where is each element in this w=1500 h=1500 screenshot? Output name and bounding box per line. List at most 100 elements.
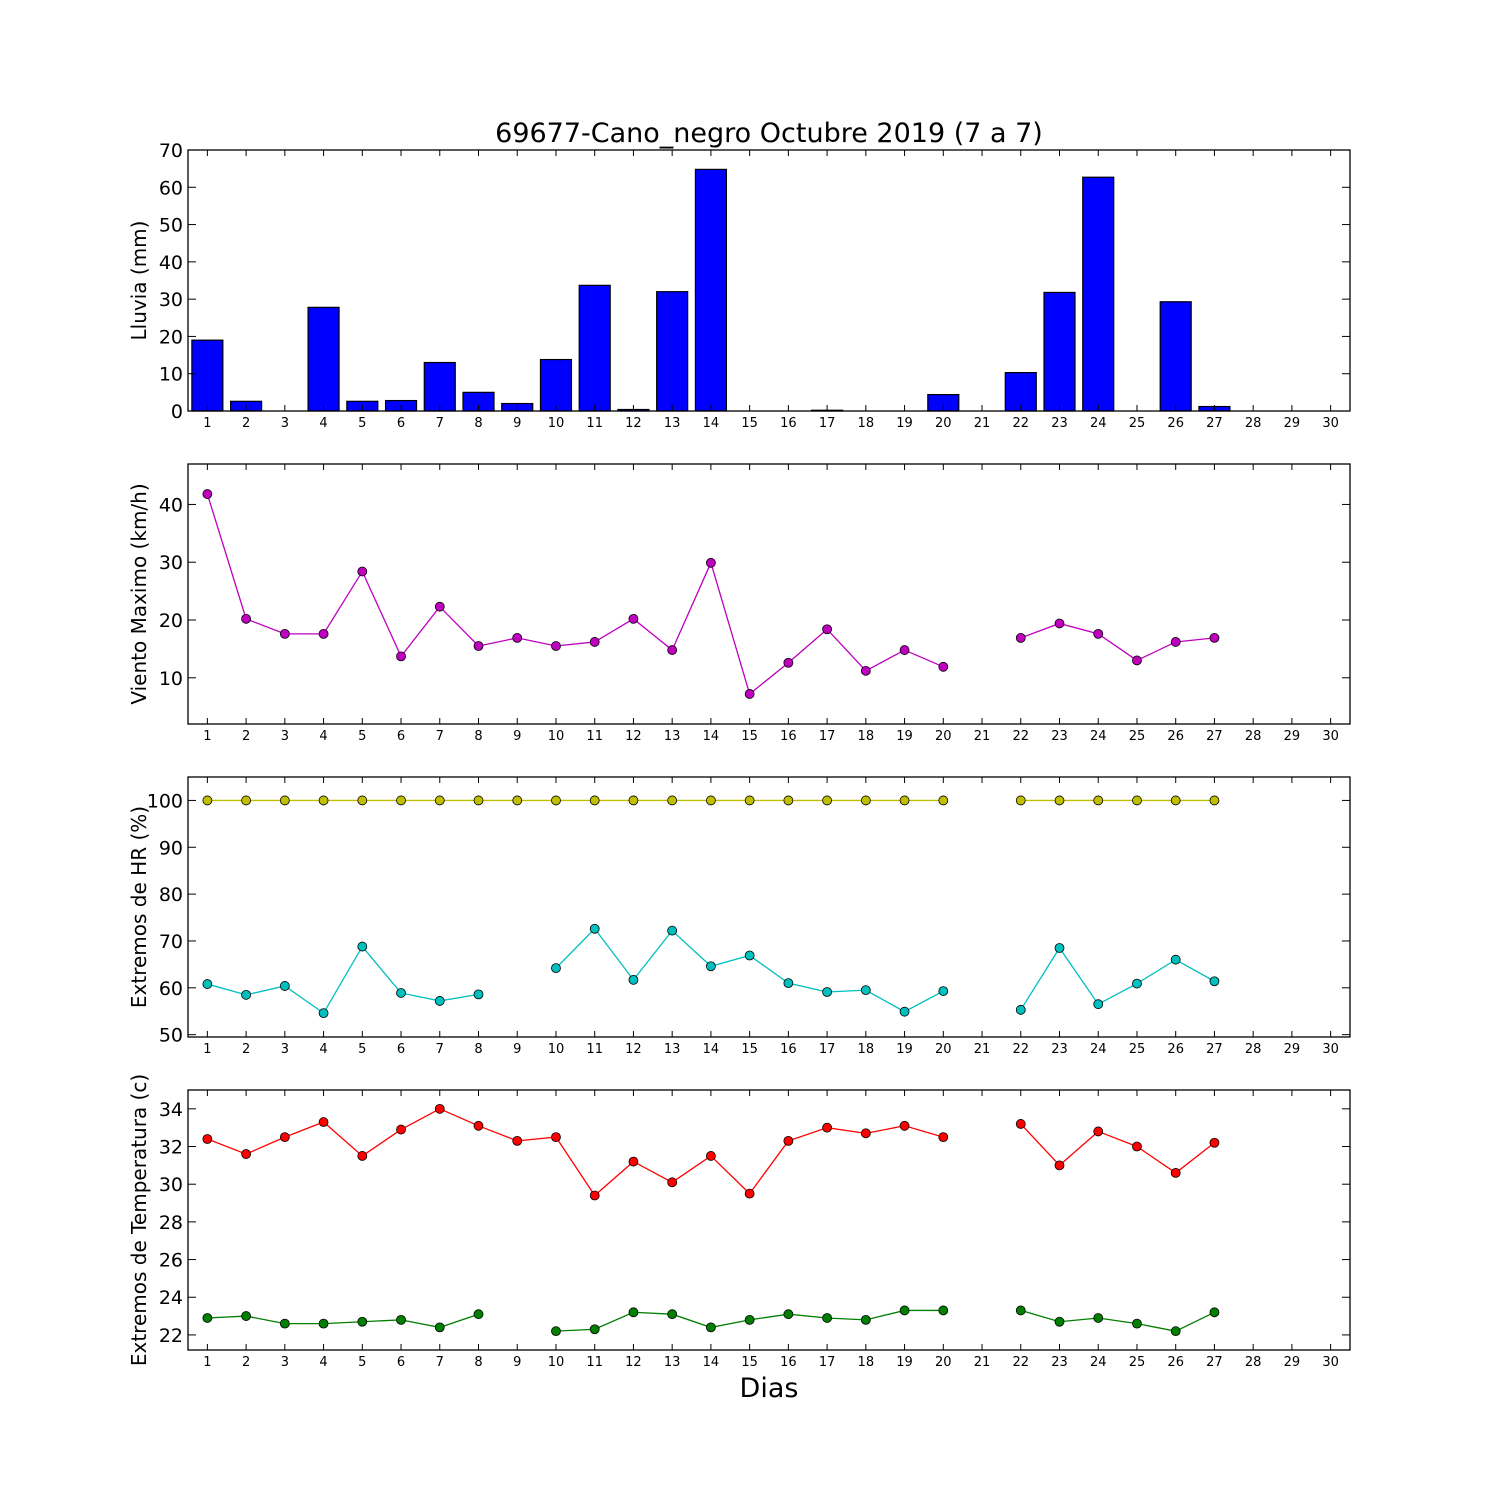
y-tick-label: 0 xyxy=(171,401,183,423)
y-tick-label: 34 xyxy=(159,1099,183,1121)
series-1-line-segment-1 xyxy=(207,1108,944,1197)
series-1-point-day-12 xyxy=(628,613,639,624)
x-tick-label: 19 xyxy=(896,1355,913,1370)
y-tick-label: 50 xyxy=(159,1025,183,1047)
series-2-point-day-20 xyxy=(938,1305,949,1316)
series-1-point-day-24 xyxy=(1093,1126,1104,1137)
series-2-point-day-5 xyxy=(357,941,368,952)
series-1-point-day-22 xyxy=(1015,633,1026,643)
series-2-point-day-22 xyxy=(1015,1004,1026,1015)
bar-day-4 xyxy=(307,306,340,412)
axes-frame xyxy=(187,463,1351,725)
series-1-point-day-5 xyxy=(357,795,368,806)
series-2-point-day-26 xyxy=(1170,1326,1181,1337)
x-tick-label: 25 xyxy=(1129,416,1146,431)
bar-day-13 xyxy=(656,291,689,412)
x-tick-label: 29 xyxy=(1284,729,1301,744)
x-tick-label: 5 xyxy=(358,729,366,744)
series-2-point-day-18 xyxy=(860,1314,871,1325)
y-axis-label: Extremos de Temperatura (c) xyxy=(127,1074,151,1366)
series-2-point-day-7 xyxy=(434,1322,445,1333)
series-1-point-day-6 xyxy=(396,795,406,806)
x-tick-label: 8 xyxy=(474,1042,482,1057)
x-tick-label: 24 xyxy=(1090,729,1107,744)
x-tick-label: 30 xyxy=(1322,1042,1339,1057)
chart-panel-2: 1 2 3 4 5 6 7 8 9 10 11 12 13 14 15 16 17 18 19 20 21 22 23 24 2… xyxy=(127,463,1351,744)
x-tick-label: 20 xyxy=(935,1355,952,1370)
series-2-point-day-10 xyxy=(551,963,561,974)
series-1-point-day-25 xyxy=(1132,795,1142,806)
series-2-point-day-16 xyxy=(783,978,794,989)
x-tick-label: 10 xyxy=(548,1355,565,1370)
series-1-line-segment-1 xyxy=(206,493,944,696)
x-tick-label: 21 xyxy=(974,416,991,431)
series-2-point-day-12 xyxy=(628,974,639,985)
y-tick-label: 30 xyxy=(159,289,183,311)
series-2-point-day-8 xyxy=(473,1309,484,1320)
x-tick-label: 19 xyxy=(896,416,913,431)
x-tick-label: 17 xyxy=(819,1355,836,1370)
series-2-point-day-27 xyxy=(1209,976,1220,987)
series-1-point-day-15 xyxy=(744,795,755,806)
series-1-point-day-13 xyxy=(667,1177,678,1188)
x-tick-label: 23 xyxy=(1051,729,1068,744)
x-tick-label: 27 xyxy=(1206,416,1223,431)
series-1-point-day-25 xyxy=(1132,655,1142,666)
series-2-line-segment-1 xyxy=(207,1313,479,1329)
series-1-point-day-14 xyxy=(706,1151,716,1161)
series-2-point-day-1 xyxy=(202,979,213,989)
x-tick-label: 22 xyxy=(1012,729,1029,744)
x-tick-label: 16 xyxy=(780,729,797,744)
x-tick-label: 25 xyxy=(1129,1355,1146,1370)
x-tick-label: 29 xyxy=(1284,1042,1301,1057)
x-tick-label: 9 xyxy=(513,729,521,744)
y-tick-label: 30 xyxy=(159,1174,183,1196)
series-1-point-day-9 xyxy=(512,1135,523,1146)
x-tick-label: 3 xyxy=(281,729,289,744)
series-2-point-day-10 xyxy=(551,1326,561,1337)
x-tick-label: 24 xyxy=(1090,1042,1107,1057)
panels: 1 2 3 4 5 6 7 8 9 10 11 12 13 14 15 16 17 18 19 20 21 22 23 24 2… xyxy=(127,140,1351,1370)
plot-area xyxy=(188,150,1350,411)
series-2-point-day-19 xyxy=(899,1305,910,1316)
figure-title: 69677-Cano_negro Octubre 2019 (7 a 7) xyxy=(495,118,1043,149)
series-1-point-day-13 xyxy=(667,645,678,655)
x-tick-label: 11 xyxy=(586,1355,603,1370)
series-1-point-day-22 xyxy=(1015,795,1026,806)
series-1-point-day-3 xyxy=(279,795,290,806)
x-tick-label: 3 xyxy=(281,416,289,431)
series-2-line-segment-3 xyxy=(1020,1309,1215,1332)
series-2-point-day-20 xyxy=(938,986,949,996)
x-tick-label: 1 xyxy=(203,416,211,431)
series-1-point-day-14 xyxy=(706,557,716,568)
x-tick-label: 26 xyxy=(1167,1042,1184,1057)
series-1-point-day-5 xyxy=(357,1151,368,1161)
series-1-line-segment-2 xyxy=(1020,622,1215,662)
series-1-point-day-2 xyxy=(241,795,252,806)
series-2-point-day-2 xyxy=(241,1311,252,1321)
series-1-point-day-19 xyxy=(899,645,910,655)
y-tick-label: 80 xyxy=(159,884,183,906)
x-tick-label: 18 xyxy=(858,1042,875,1057)
series-2-point-day-6 xyxy=(396,1314,406,1325)
series-1-point-day-18 xyxy=(860,665,871,676)
x-tick-label: 8 xyxy=(474,1355,482,1370)
bar-day-1 xyxy=(191,339,224,412)
x-tick-label: 14 xyxy=(703,1355,720,1370)
series-2-point-day-25 xyxy=(1132,1318,1142,1329)
x-tick-label: 17 xyxy=(819,416,836,431)
x-tick-label: 18 xyxy=(858,729,875,744)
series-1-point-day-16 xyxy=(783,657,794,668)
x-tick-label: 5 xyxy=(358,1042,366,1057)
series-1-point-day-11 xyxy=(589,637,600,647)
x-tick-label: 16 xyxy=(780,1042,797,1057)
series-1-point-day-17 xyxy=(822,795,832,806)
x-tick-label: 7 xyxy=(436,416,444,431)
axes-frame xyxy=(187,776,1351,1038)
x-tick-label: 22 xyxy=(1012,416,1029,431)
x-tick-label: 28 xyxy=(1245,416,1262,431)
x-tick-label: 30 xyxy=(1322,416,1339,431)
series-2-point-day-15 xyxy=(744,950,755,961)
x-tick-label: 20 xyxy=(935,729,952,744)
x-tick-label: 24 xyxy=(1090,1355,1107,1370)
